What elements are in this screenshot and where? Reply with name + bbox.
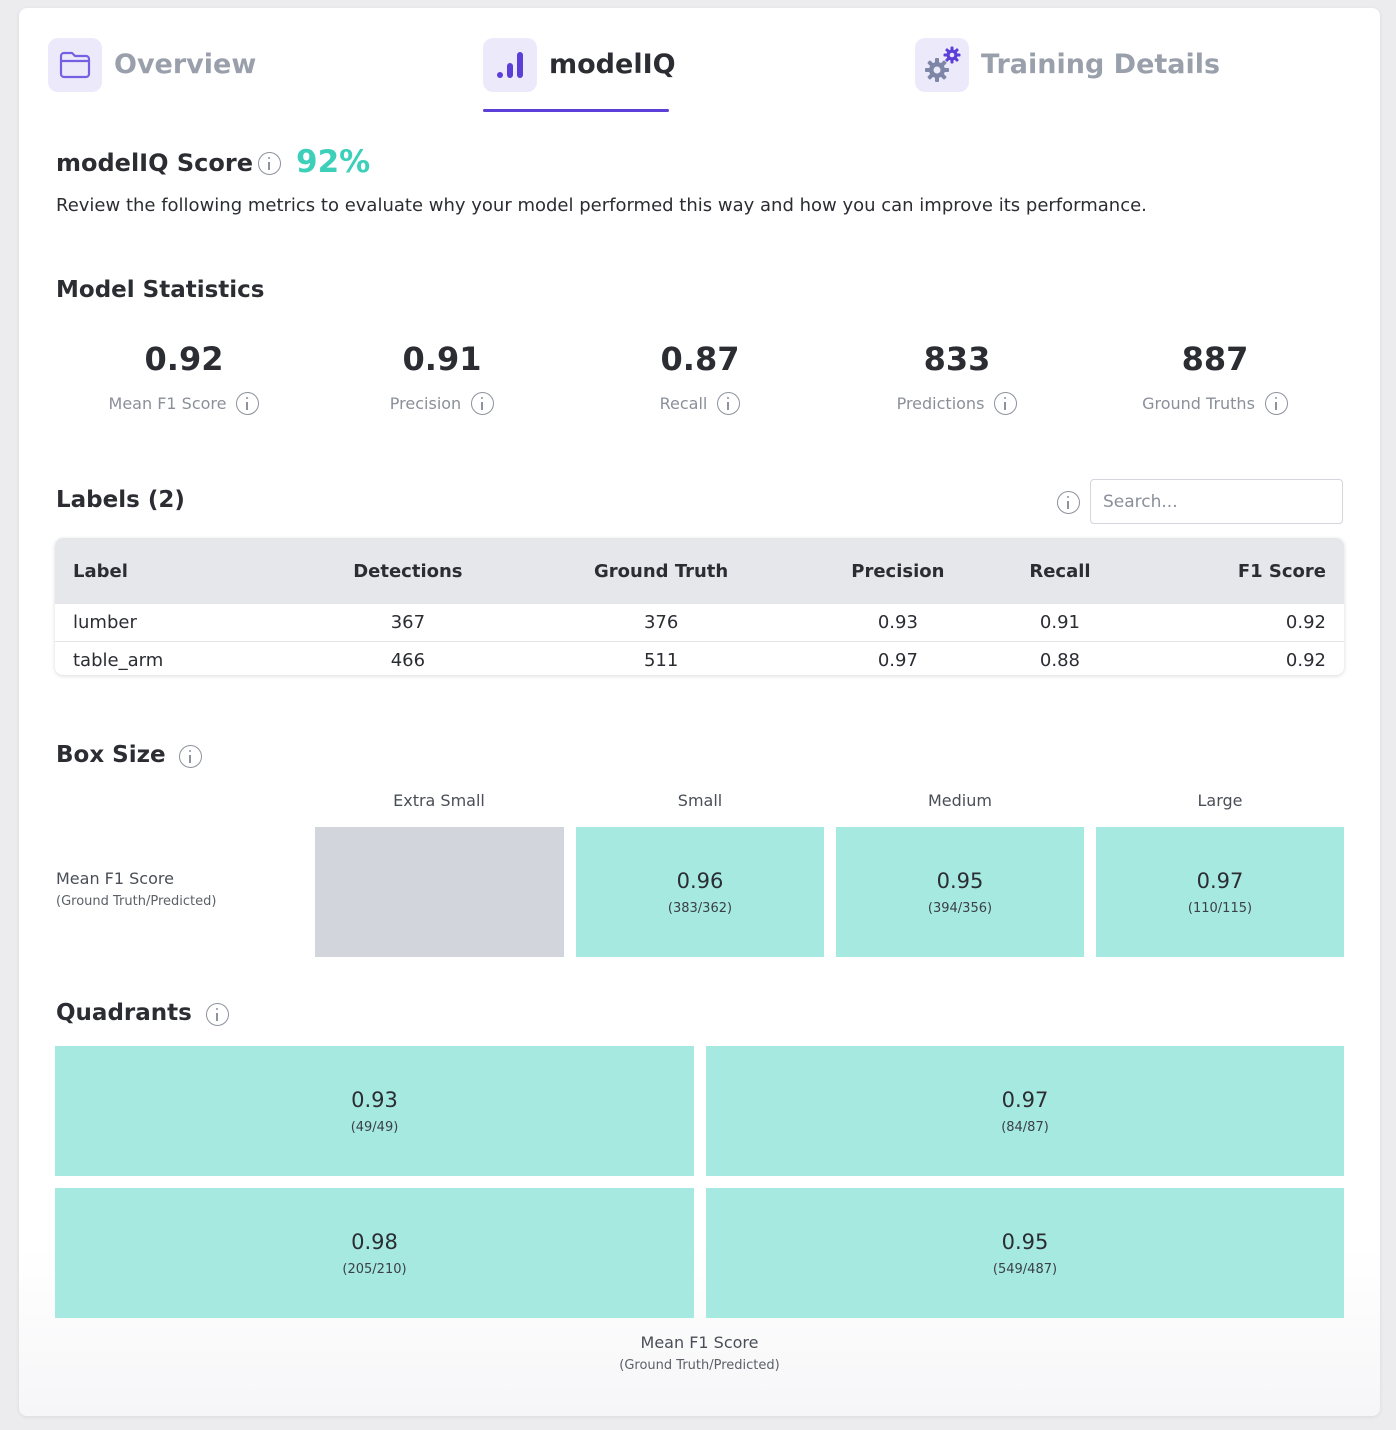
cell-detections: 466 xyxy=(390,650,426,671)
box-size-column-extra-small: Extra Small xyxy=(393,791,485,810)
cell-f1-score: 0.92 xyxy=(1285,650,1326,671)
cell-value: 0.97 xyxy=(1196,868,1244,893)
caption-text: Mean F1 Score xyxy=(640,1333,759,1352)
info-icon[interactable] xyxy=(717,392,741,415)
labels-table: Label Detections Ground Truth Precision … xyxy=(55,538,1344,675)
stat-value: 0.87 xyxy=(660,340,740,378)
stat-value: 833 xyxy=(923,340,991,378)
info-icon[interactable] xyxy=(471,392,495,415)
cell-ratio: (84/87) xyxy=(1001,1119,1049,1135)
quadrants-caption: Mean F1 Score (Ground Truth/Predicted) xyxy=(55,1333,1344,1373)
cell-recall: 0.88 xyxy=(1039,650,1080,671)
cell-ground-truth: 511 xyxy=(643,650,679,671)
column-header-label[interactable]: Label xyxy=(73,560,128,582)
row-sublabel-text: (Ground Truth/Predicted) xyxy=(56,894,217,909)
tab-modeliq-label: modelIQ xyxy=(549,49,676,80)
stat-predictions: 833 Predictions xyxy=(828,340,1086,415)
quadrant-top-left[interactable]: 0.93 (49/49) xyxy=(55,1046,694,1176)
cell-ratio: (394/356) xyxy=(927,900,993,916)
info-icon[interactable] xyxy=(179,745,202,768)
cell-value: 0.93 xyxy=(351,1087,398,1112)
quadrant-top-right[interactable]: 0.97 (84/87) xyxy=(706,1046,1344,1176)
row-label-text: Mean F1 Score xyxy=(56,869,174,888)
stat-label: Recall xyxy=(659,394,708,413)
cell-f1-score: 0.92 xyxy=(1124,604,1344,642)
gears-icon xyxy=(915,38,969,92)
info-icon[interactable] xyxy=(258,152,281,175)
quadrants-title: Quadrants xyxy=(56,1000,192,1026)
cell-value: 0.96 xyxy=(676,868,724,893)
labels-title: Labels (2) xyxy=(56,487,185,513)
model-statistics-title: Model Statistics xyxy=(56,277,265,303)
stat-recall: 0.87 Recall xyxy=(571,340,829,415)
tab-overview-label: Overview xyxy=(114,49,257,80)
cell-label: lumber xyxy=(55,604,294,642)
box-size-column-small: Small xyxy=(677,791,723,810)
info-icon[interactable] xyxy=(1057,491,1080,514)
cell-ratio: (383/362) xyxy=(667,900,733,916)
cell-precision: 0.93 xyxy=(800,604,996,642)
stat-ground-truths: 887 Ground Truths xyxy=(1086,340,1344,415)
stat-value: 887 xyxy=(1181,340,1249,378)
box-size-cell-medium[interactable]: 0.95 (394/356) xyxy=(836,827,1084,957)
info-icon[interactable] xyxy=(236,392,260,415)
cell-label: table_arm xyxy=(73,650,164,671)
box-size-title: Box Size xyxy=(56,742,166,768)
column-header-detections[interactable]: Detections xyxy=(353,560,463,582)
cell-value: 0.98 xyxy=(351,1229,398,1254)
stat-precision: 0.91 Precision xyxy=(313,340,571,415)
folder-icon xyxy=(48,38,102,92)
quadrant-bottom-right[interactable]: 0.95 (549/487) xyxy=(706,1188,1344,1318)
cell-detections: 367 xyxy=(294,604,522,642)
cell-value: 0.97 xyxy=(1001,1087,1049,1112)
bar-chart-icon xyxy=(483,38,537,92)
modeliq-panel: Overview modelIQ xyxy=(19,8,1380,1416)
box-size-column-medium: Medium xyxy=(928,791,992,810)
box-size-cell-extra-small[interactable] xyxy=(315,827,564,957)
cell-ground-truth: 376 xyxy=(521,604,801,642)
stat-mean-f1: 0.92 Mean F1 Score xyxy=(55,340,313,415)
info-icon[interactable] xyxy=(206,1003,229,1026)
stat-label: Precision xyxy=(389,394,462,413)
column-header-precision[interactable]: Precision xyxy=(851,560,945,582)
cell-ratio: (205/210) xyxy=(342,1261,407,1277)
column-header-f1-score[interactable]: F1 Score xyxy=(1237,560,1326,582)
stat-value: 0.91 xyxy=(402,340,482,378)
box-size-column-large: Large xyxy=(1197,791,1243,810)
labels-search-input[interactable] xyxy=(1090,479,1343,524)
info-icon[interactable] xyxy=(994,392,1018,415)
active-tab-indicator xyxy=(483,109,669,112)
table-row[interactable]: lumber 367 376 0.93 0.91 0.92 xyxy=(55,604,1344,642)
cell-value: 0.95 xyxy=(1001,1229,1049,1254)
tab-training-details-label: Training Details xyxy=(981,49,1221,80)
info-icon[interactable] xyxy=(1264,392,1288,415)
caption-subtext: (Ground Truth/Predicted) xyxy=(619,1358,780,1373)
stat-label: Mean F1 Score xyxy=(108,394,227,413)
stat-label: Predictions xyxy=(896,394,985,413)
cell-precision: 0.97 xyxy=(877,650,918,671)
stat-value: 0.92 xyxy=(144,340,224,378)
table-header-row: Label Detections Ground Truth Precision … xyxy=(55,538,1344,604)
box-size-row-label: Mean F1 Score (Ground Truth/Predicted) xyxy=(56,869,216,909)
modeliq-score-title: modelIQ Score xyxy=(56,149,253,177)
cell-ratio: (110/115) xyxy=(1187,900,1253,916)
box-size-cell-large[interactable]: 0.97 (110/115) xyxy=(1096,827,1344,957)
tab-overview[interactable]: Overview xyxy=(48,38,256,120)
modeliq-score-value: 92% xyxy=(296,144,371,180)
tab-training-details[interactable]: Training Details xyxy=(915,38,1220,120)
cell-ratio: (49/49) xyxy=(350,1119,399,1135)
tab-modeliq[interactable]: modelIQ xyxy=(483,38,676,120)
quadrant-bottom-left[interactable]: 0.98 (205/210) xyxy=(55,1188,694,1318)
column-header-recall[interactable]: Recall xyxy=(1029,560,1091,582)
cell-ratio: (549/487) xyxy=(992,1261,1058,1277)
stat-label: Ground Truths xyxy=(1142,394,1255,413)
box-size-cell-small[interactable]: 0.96 (383/362) xyxy=(576,827,824,957)
cell-recall: 0.91 xyxy=(995,604,1125,642)
column-header-ground-truth[interactable]: Ground Truth xyxy=(594,560,729,582)
table-row[interactable]: table_arm 466 511 0.97 0.88 0.92 xyxy=(55,642,1344,676)
cell-value: 0.95 xyxy=(936,868,984,893)
score-description: Review the following metrics to evaluate… xyxy=(56,195,1147,216)
